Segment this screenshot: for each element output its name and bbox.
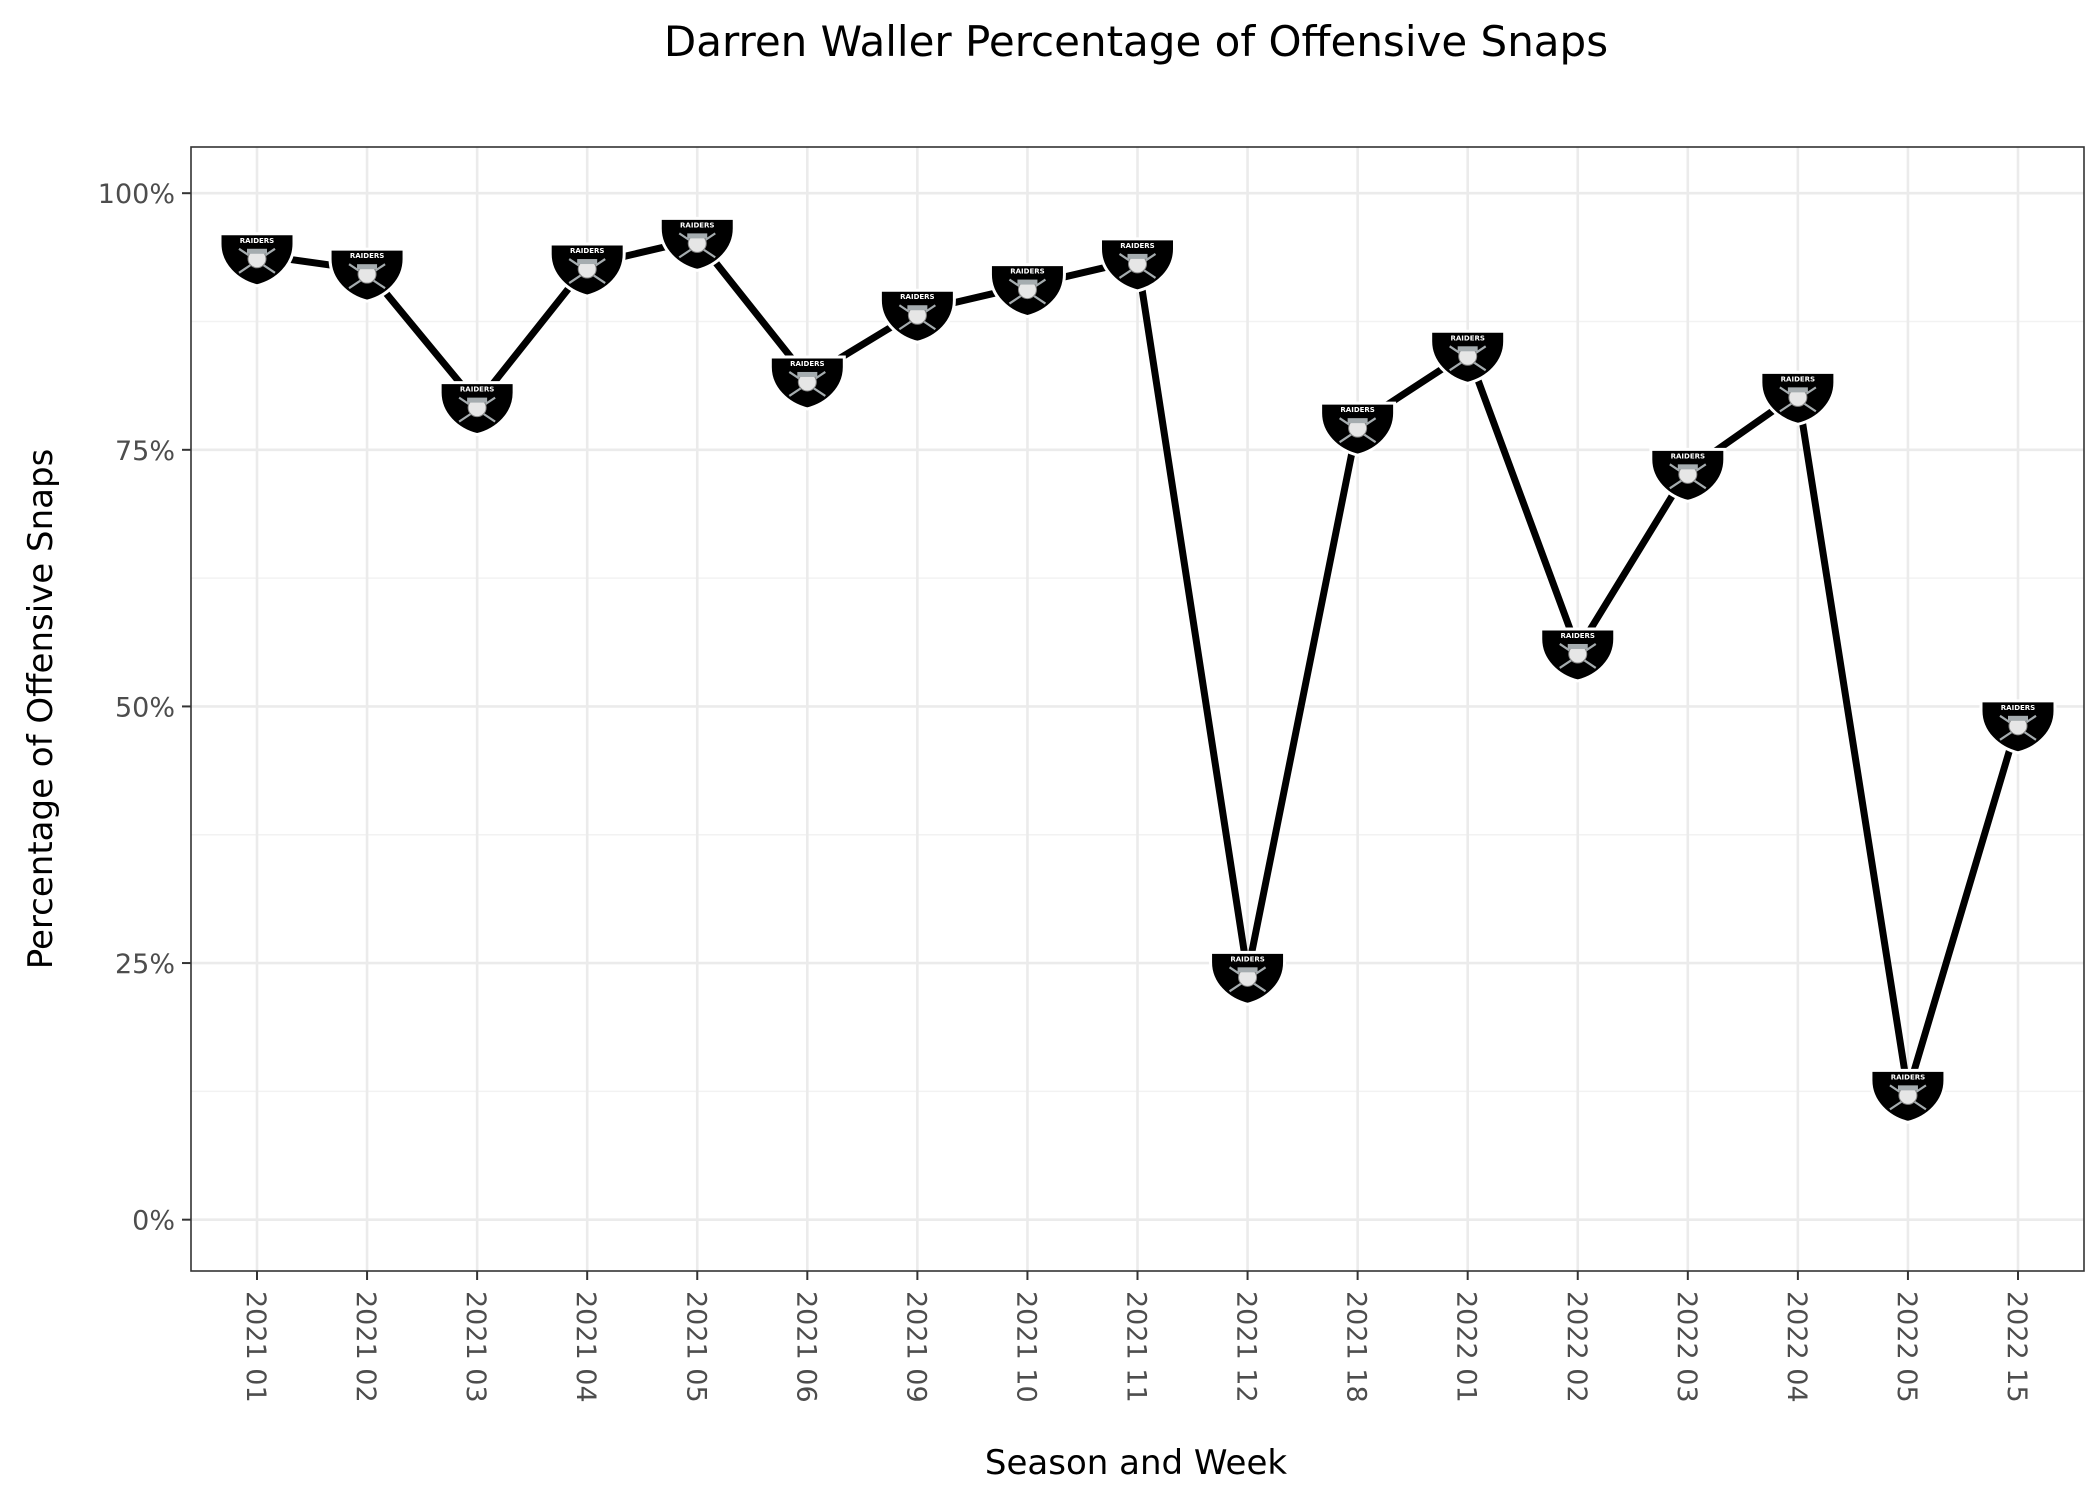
y-axis: 0% 25% 50% 75% 100%: [98, 179, 191, 1237]
shield-text: RAIDERS: [1450, 334, 1484, 342]
x-tick-label: 2021 06: [790, 1291, 821, 1403]
shield-text: RAIDERS: [2001, 704, 2035, 712]
shield-text: RAIDERS: [1891, 1073, 1925, 1081]
raiders-shield-icon: RAIDERS: [1759, 370, 1837, 426]
helmet-band: [1457, 346, 1478, 352]
shield-text: RAIDERS: [1120, 242, 1154, 250]
x-tick-label: 2021 18: [1341, 1291, 1372, 1403]
x-tick-label: 2022 05: [1891, 1291, 1922, 1403]
raiders-shield-icon: RAIDERS: [328, 247, 406, 303]
helmet-band: [467, 397, 488, 403]
helmet-band: [1897, 1085, 1918, 1091]
raiders-shield-icon: RAIDERS: [768, 355, 846, 411]
shield-text: RAIDERS: [1230, 955, 1264, 963]
y-axis-title: Percentage of Offensive Snaps: [21, 449, 61, 970]
shield-text: RAIDERS: [680, 221, 714, 229]
raiders-shield-icon: RAIDERS: [988, 263, 1066, 319]
shield-text: RAIDERS: [900, 293, 934, 301]
x-tick-label: 2021 10: [1010, 1291, 1041, 1403]
raiders-shield-icon: RAIDERS: [658, 216, 736, 272]
y-tick-label: 0%: [132, 1206, 175, 1237]
x-tick-label: 2021 12: [1231, 1291, 1262, 1403]
raiders-shield-icon: RAIDERS: [438, 381, 516, 437]
shield-text: RAIDERS: [240, 237, 274, 245]
y-tick-label: 100%: [98, 179, 175, 210]
raiders-shield-icon: RAIDERS: [1319, 401, 1397, 457]
helmet-band: [357, 264, 378, 270]
helmet-band: [2008, 715, 2028, 721]
x-tick-label: 2022 15: [2001, 1291, 2032, 1403]
x-tick-label: 2022 04: [1781, 1291, 1812, 1403]
raiders-shield-icon: RAIDERS: [1209, 950, 1287, 1006]
raiders-shield-icon: RAIDERS: [878, 288, 956, 344]
shield-text: RAIDERS: [570, 247, 604, 255]
shield-text: RAIDERS: [790, 360, 824, 368]
x-tick-label: 2021 05: [680, 1291, 711, 1403]
chart-title: Darren Waller Percentage of Offensive Sn…: [664, 17, 1608, 66]
x-tick-label: 2022 01: [1451, 1291, 1482, 1403]
x-tick-label: 2021 02: [350, 1291, 381, 1403]
raiders-shield-icon: RAIDERS: [1099, 237, 1176, 293]
shield-text: RAIDERS: [460, 386, 494, 394]
shield-text: RAIDERS: [1781, 375, 1815, 383]
raiders-shield-icon: RAIDERS: [1979, 699, 2057, 755]
y-tick-label: 50%: [115, 692, 175, 723]
x-tick-label: 2021 03: [460, 1291, 491, 1403]
shield-text: RAIDERS: [1340, 406, 1374, 414]
y-tick-label: 25%: [115, 949, 175, 980]
shield-text: RAIDERS: [1010, 268, 1044, 276]
helmet-band: [687, 233, 708, 239]
x-tick-label: 2021 11: [1121, 1291, 1152, 1403]
y-tick-label: 75%: [115, 436, 175, 467]
raiders-shield-icon: RAIDERS: [1539, 627, 1617, 683]
helmet-band: [1347, 418, 1368, 424]
x-tick-label: 2022 03: [1671, 1291, 1702, 1403]
helmet-band: [1237, 967, 1258, 973]
raiders-shield-icon: RAIDERS: [218, 232, 296, 288]
shield-text: RAIDERS: [350, 252, 384, 260]
x-tick-label: 2022 02: [1561, 1291, 1592, 1403]
x-axis-title: Season and Week: [985, 1443, 1287, 1483]
helmet-band: [797, 371, 818, 377]
x-axis: 2021 01 2021 02 2021 03 2021 04 2021 05 2021 …: [240, 1271, 2032, 1403]
helmet-band: [247, 248, 267, 254]
shield-text: RAIDERS: [1671, 452, 1705, 460]
raiders-shield-icon: RAIDERS: [548, 242, 626, 298]
helmet-band: [1787, 387, 1808, 393]
markers: RAIDERS RAIDERS RAIDERS RAIDERS RAIDERS RAIDE…: [218, 216, 2057, 1124]
helmet-band: [577, 259, 598, 265]
x-tick-label: 2021 04: [570, 1291, 601, 1403]
helmet-band: [1567, 643, 1588, 649]
shield-text: RAIDERS: [1561, 632, 1595, 640]
helmet-band: [1017, 279, 1038, 285]
x-tick-label: 2021 09: [900, 1291, 931, 1403]
raiders-shield-icon: RAIDERS: [1429, 329, 1507, 385]
helmet-band: [1677, 464, 1698, 470]
helmet-band: [907, 305, 928, 311]
x-tick-label: 2021 01: [240, 1291, 271, 1403]
raiders-shield-icon: RAIDERS: [1649, 447, 1727, 503]
helmet-band: [1127, 253, 1148, 259]
raiders-shield-icon: RAIDERS: [1869, 1068, 1947, 1124]
grid: [191, 147, 2084, 1271]
